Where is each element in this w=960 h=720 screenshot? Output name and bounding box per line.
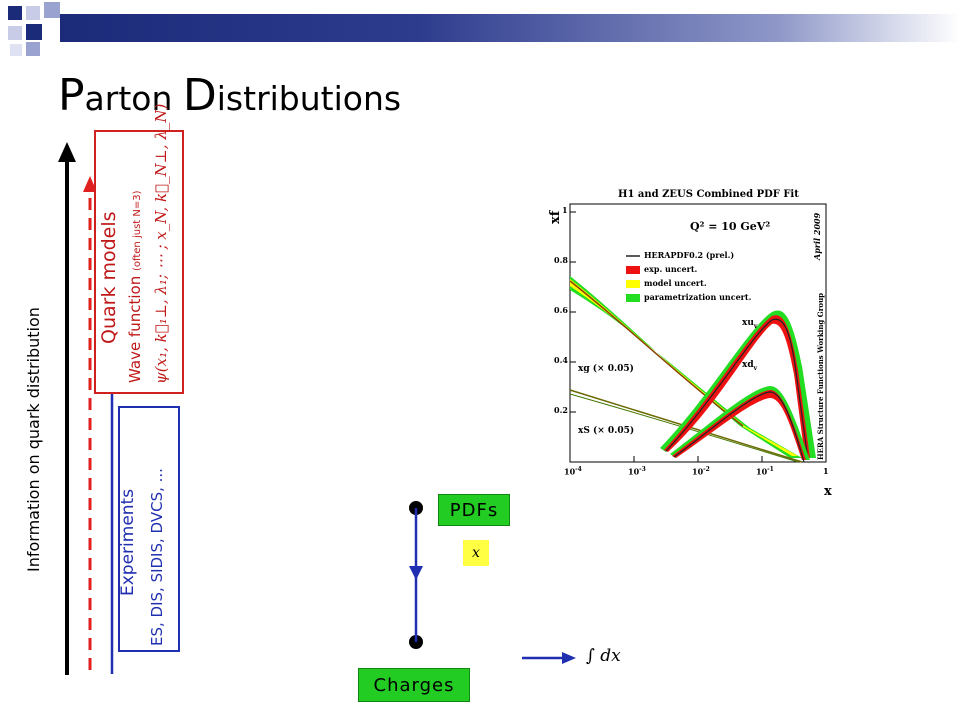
experiments-list: ES, DIS, SIDIS, DVCS, ...: [148, 468, 166, 646]
page-title: Parton Distributions: [58, 70, 402, 121]
header-square: [8, 6, 22, 20]
header-square: [8, 26, 22, 40]
integral-arrow: [522, 652, 576, 664]
ytick-label: 0.6: [554, 305, 568, 315]
information-axis-arrow: [58, 142, 76, 675]
plot-q2: Q² = 10 GeV²: [690, 220, 771, 233]
plot-ylabel: xf: [548, 210, 563, 224]
charges-label: Charges: [358, 668, 470, 702]
quark-models-heading: Quark models: [98, 211, 120, 344]
header-square: [26, 6, 40, 20]
wave-function-text: Wave function (often just N=3): [126, 190, 144, 383]
pdf-plot-svg: [569, 203, 827, 463]
legend-label: exp. uncert.: [644, 264, 698, 274]
legend-label: HERAPDF0.2 (prel.): [644, 250, 735, 260]
legend-label: parametrization uncert.: [644, 292, 752, 302]
integral-label: ∫ dx: [586, 646, 621, 666]
pdfs-to-charges-arrow: [409, 501, 423, 649]
curve-label-xdv: xdv: [742, 360, 758, 372]
x-variable-label: x: [463, 540, 489, 566]
header-square: [26, 42, 40, 56]
header-square: [10, 44, 22, 56]
curve-label-xs: xS (× 0.05): [578, 426, 635, 436]
xtick-label: 10-3: [628, 466, 646, 477]
curve-label-xg: xg (× 0.05): [578, 364, 634, 374]
ytick-label: 0.8: [554, 255, 568, 265]
quark-models-box: [94, 130, 184, 394]
ytick-label: 0.2: [554, 405, 568, 415]
ytick-label: 0.4: [554, 355, 568, 365]
quark-models-arrow: [83, 176, 97, 670]
pdfs-label: PDFs: [438, 494, 510, 526]
legend-label: model uncert.: [644, 278, 707, 288]
plot-date: April 2009: [812, 212, 822, 260]
plot-xlabel: x: [824, 484, 832, 499]
header-square: [26, 24, 42, 40]
experiments-box: [118, 406, 180, 652]
plot-side-label: HERA Structure Functions Working Group: [816, 292, 825, 460]
xtick-label: 10-4: [564, 466, 582, 477]
xtick-label: 10-1: [756, 466, 774, 477]
header-bar: [60, 14, 960, 42]
xtick-label: 10-2: [692, 466, 710, 477]
curve-label-xuv: xuv: [742, 318, 758, 330]
wave-function-formula: ψ(x₁, k⃗₁⊥, λ₁; ⋯ ; x_N, k⃗_N⊥, λ_N): [152, 103, 170, 384]
ytick-label: 1: [562, 205, 568, 215]
xtick-label: 1: [823, 466, 829, 476]
header-square: [44, 2, 60, 18]
plot-title: H1 and ZEUS Combined PDF Fit: [618, 189, 799, 200]
experiments-heading: Experiments: [118, 488, 138, 596]
axis-label: Information on quark distribution: [24, 307, 43, 572]
pdf-plot: H1 and ZEUS Combined PDF Fit Q² = 10 GeV…: [540, 186, 846, 504]
